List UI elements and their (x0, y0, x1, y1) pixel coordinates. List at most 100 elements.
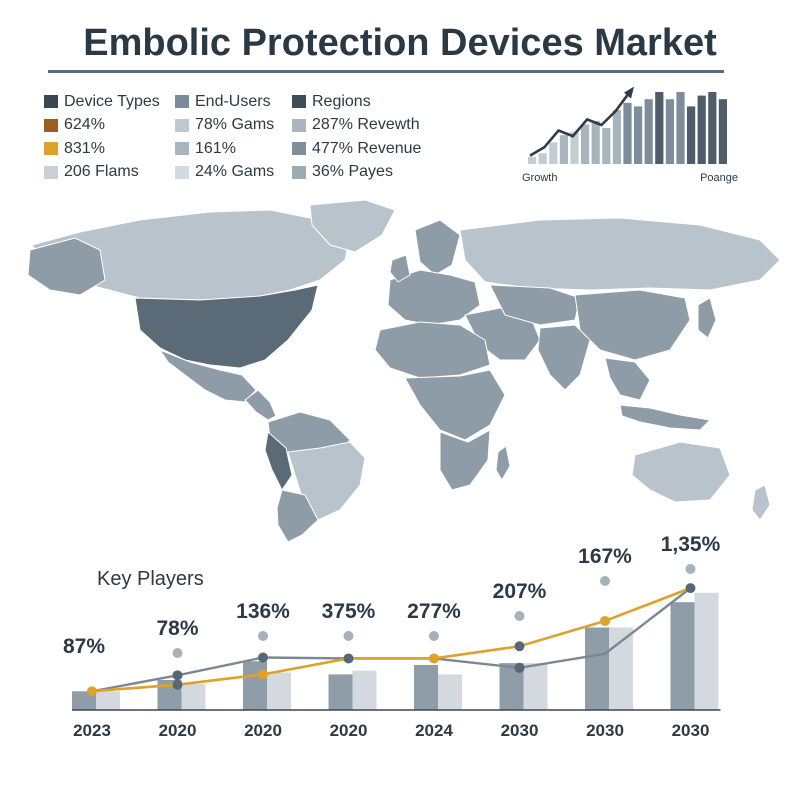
series-line-orange (91, 586, 691, 693)
world-map (27, 199, 781, 543)
map-region-uk (389, 254, 411, 283)
bar-light (694, 592, 719, 710)
series-point (172, 679, 183, 690)
data-label: 78% (156, 617, 198, 640)
legend-item: Device Types (44, 90, 160, 114)
legend-swatch (44, 95, 58, 109)
x-tick-label: 2020 (330, 721, 368, 740)
map-region-mexico (159, 349, 257, 403)
bar-light (609, 627, 633, 710)
map-region-madagascar (495, 445, 511, 481)
series-point (258, 652, 268, 663)
map-region-southern-africa (439, 429, 491, 491)
growth-bar (623, 102, 632, 164)
data-label: 1,35% (661, 535, 721, 556)
legend-label: 36% Payes (312, 163, 393, 181)
bar-dark (670, 602, 695, 710)
growth-arrow-icon (624, 86, 634, 99)
map-region-scandinavia (414, 219, 461, 276)
bar-light (438, 674, 462, 710)
x-tick-label: 2030 (586, 721, 624, 740)
map-region-canada (31, 209, 351, 301)
map-region-china (574, 289, 691, 361)
map-region-southern-cone (276, 489, 319, 543)
legend-swatch (44, 118, 58, 132)
growth-bar (581, 124, 590, 164)
series-point (600, 615, 610, 626)
legend-swatch (292, 118, 306, 132)
growth-bar (687, 106, 696, 164)
x-tick-label: 2020 (244, 721, 282, 740)
map-region-europe (387, 269, 481, 326)
bar-light (267, 672, 291, 710)
legend-swatch (175, 95, 189, 109)
growth-bar (612, 110, 621, 164)
map-region-alaska (27, 237, 106, 296)
legend-item: 831% (44, 137, 160, 161)
legend-item: End-Users (175, 90, 274, 114)
x-tick-label: 2020 (159, 721, 197, 740)
data-label: 87% (63, 635, 105, 658)
map-region-southeast-asia (604, 357, 651, 401)
map-region-central-africa (404, 369, 506, 441)
growth-left-label: Growth (522, 172, 557, 184)
legend-item: 287% Revewth (292, 114, 421, 138)
label-marker (343, 631, 354, 641)
legend-swatch (44, 142, 58, 156)
legend-item: 624% (44, 114, 160, 138)
legend-column-regions: Regions 287% Revewth 477% Revenue 36% Pa… (292, 90, 421, 184)
legend-item: 36% Payes (292, 161, 421, 185)
legend-item: 206 Flams (44, 161, 160, 185)
page-title: Embolic Protection Devices Market (83, 22, 717, 64)
growth-bar (655, 92, 664, 164)
bar-light (181, 683, 206, 710)
bar-dark (414, 665, 438, 710)
growth-right-label: Poange (700, 172, 738, 184)
series-point (429, 653, 439, 664)
label-marker (172, 648, 183, 658)
title-underline (48, 70, 724, 73)
legend-label: 24% Gams (195, 163, 275, 181)
legend-swatch (44, 165, 58, 179)
data-label: 167% (578, 545, 632, 568)
growth-bar (676, 92, 685, 164)
legend-column-device-types: Device Types 624% 831% 206 Flams (44, 90, 160, 184)
bar-light (96, 691, 120, 710)
series-point (258, 669, 268, 680)
growth-trend-line (529, 90, 632, 157)
key-players-chart: 87% 78% 136% 375% 277% 207% 167% 1,35% 2023 2020… (63, 535, 721, 740)
data-label: 375% (322, 600, 376, 623)
growth-bar (549, 142, 558, 164)
map-region-indonesia (619, 404, 711, 431)
series-point (87, 686, 97, 697)
legend-label: End-Users (195, 92, 271, 110)
data-label: 136% (236, 600, 290, 623)
legend-swatch (175, 165, 189, 179)
legend-label: 624% (64, 116, 105, 134)
growth-bar (718, 99, 727, 164)
series-point (514, 662, 525, 673)
map-region-greenland (309, 199, 396, 253)
x-tick-label: 2030 (501, 721, 539, 740)
legend-item: 24% Gams (175, 161, 274, 185)
label-marker (600, 576, 610, 586)
map-region-north-africa (374, 321, 491, 379)
growth-bar (665, 99, 674, 164)
bar-light (523, 663, 548, 710)
legend: Device Types 624% 831% 206 Flams End-Use… (44, 90, 464, 186)
series-point (343, 653, 354, 664)
legend-label: 78% Gams (195, 116, 275, 134)
label-marker (514, 611, 525, 621)
x-tick-label: 2024 (415, 721, 453, 740)
label-marker (258, 631, 268, 641)
label-marker (429, 631, 439, 641)
legend-label: 287% Revewth (312, 116, 420, 134)
growth-bar (528, 156, 537, 164)
growth-bar (708, 92, 717, 164)
map-region-russia (459, 217, 781, 291)
data-label: 277% (407, 600, 461, 623)
growth-bar (570, 131, 579, 164)
map-region-central-asia (489, 284, 581, 326)
growth-bar (644, 99, 653, 164)
bar-dark (328, 674, 353, 710)
